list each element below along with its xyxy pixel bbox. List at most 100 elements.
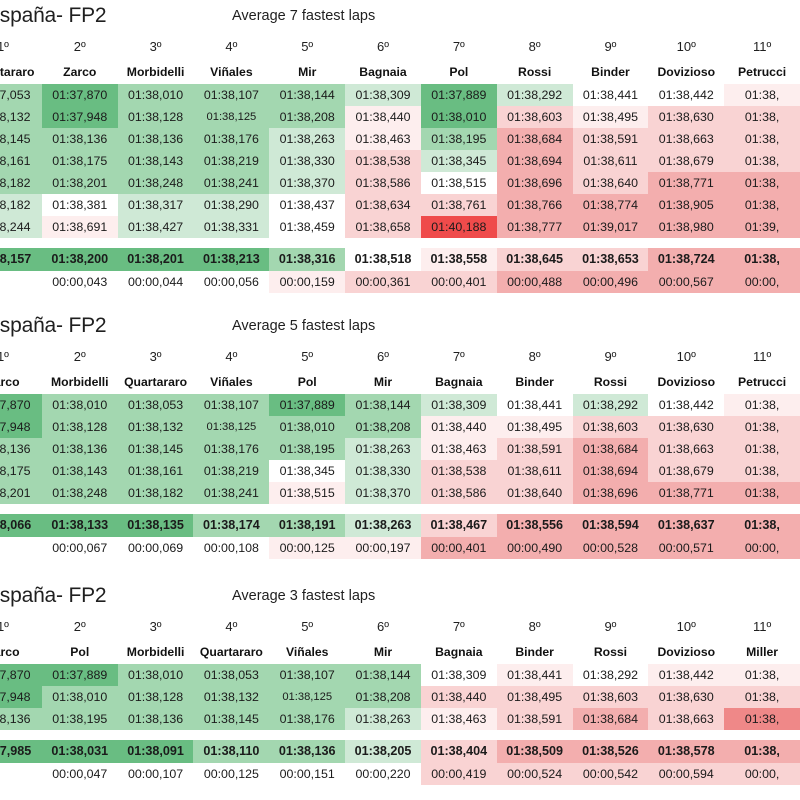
lap-time-cell[interactable]: 01:38,143 <box>41 460 118 482</box>
gap-cell[interactable]: 00:00,488 <box>496 271 573 293</box>
lap-time-cell[interactable]: 01:38,107 <box>193 394 270 416</box>
gap-cell[interactable]: 00:00,401 <box>420 537 497 559</box>
gap-cell[interactable]: 00:00,151 <box>269 763 346 785</box>
lap-time-cell[interactable]: 01:38,603 <box>572 686 649 708</box>
lap-time-cell[interactable]: 01:38,905 <box>648 194 725 216</box>
lap-time-cell[interactable]: 01:38,244 <box>0 216 42 238</box>
lap-time-cell[interactable]: 01:40,188 <box>420 216 497 238</box>
lap-time-cell[interactable]: 01:38,630 <box>648 106 725 128</box>
lap-time-cell[interactable]: 01:37,870 <box>41 84 118 106</box>
lap-time-cell[interactable]: 01:38,010 <box>269 416 346 438</box>
average-cell[interactable]: 01:38,467 <box>420 514 497 537</box>
lap-time-cell[interactable]: 01:38,176 <box>269 708 346 730</box>
lap-time-cell[interactable]: 01:38,136 <box>0 708 42 730</box>
lap-time-cell[interactable]: 01:38,980 <box>648 216 725 238</box>
lap-time-cell[interactable]: 01:38,591 <box>496 438 573 460</box>
lap-time-cell[interactable]: 01:38,219 <box>193 150 270 172</box>
average-cell[interactable]: 01:38,157 <box>0 248 42 271</box>
gap-cell[interactable]: 00:00,490 <box>496 537 573 559</box>
lap-time-cell[interactable]: 01:38, <box>724 150 800 172</box>
lap-time-cell[interactable]: 01:38,774 <box>572 194 649 216</box>
lap-time-cell[interactable]: 01:37,948 <box>41 106 118 128</box>
lap-time-cell[interactable]: 01:38,684 <box>496 128 573 150</box>
average-cell[interactable]: 01:38,201 <box>117 248 194 271</box>
lap-time-cell[interactable]: 01:38,136 <box>41 128 118 150</box>
lap-time-cell[interactable]: 01:38, <box>724 172 800 194</box>
gap-cell[interactable]: 00:00,043 <box>41 271 118 293</box>
lap-time-cell[interactable]: 01:37,870 <box>0 394 42 416</box>
lap-time-cell[interactable]: 01:38,658 <box>345 216 421 238</box>
lap-time-cell[interactable]: 01:38,161 <box>117 460 194 482</box>
lap-time-cell[interactable]: 01:38,663 <box>648 438 725 460</box>
average-cell[interactable]: 01:38,578 <box>648 740 725 763</box>
lap-time-cell[interactable]: 01:38,176 <box>193 128 270 150</box>
gap-cell[interactable]: 00:00,542 <box>572 763 649 785</box>
lap-time-cell[interactable]: 01:38,145 <box>0 128 42 150</box>
lap-time-cell[interactable]: 01:38,603 <box>572 416 649 438</box>
lap-time-cell[interactable]: 01:38,201 <box>41 172 118 194</box>
lap-time-cell[interactable]: 01:38,195 <box>420 128 497 150</box>
average-cell[interactable]: 01:38,213 <box>193 248 270 271</box>
lap-time-cell[interactable]: 01:38, <box>724 686 800 708</box>
lap-time-cell[interactable]: 01:38,440 <box>420 686 497 708</box>
average-cell[interactable]: 01:38,404 <box>420 740 497 763</box>
lap-time-cell[interactable]: 01:38,125 <box>193 106 270 128</box>
lap-time-cell[interactable]: 01:38,241 <box>193 172 270 194</box>
lap-time-cell[interactable]: 01:38, <box>724 416 800 438</box>
lap-time-cell[interactable]: 01:38,010 <box>117 84 194 106</box>
lap-time-cell[interactable]: 01:39, <box>724 216 800 238</box>
gap-cell[interactable]: 00:00,056 <box>193 271 270 293</box>
gap-cell[interactable]: 00:00,220 <box>345 763 421 785</box>
lap-time-cell[interactable]: 01:38,586 <box>420 482 497 504</box>
lap-time-cell[interactable]: 01:38,538 <box>345 150 421 172</box>
lap-time-cell[interactable]: 01:38,694 <box>572 460 649 482</box>
lap-time-cell[interactable]: 01:38,345 <box>420 150 497 172</box>
gap-cell[interactable]: 00:00,044 <box>117 271 194 293</box>
lap-time-cell[interactable]: 01:38,684 <box>572 438 649 460</box>
gap-cell[interactable]: 00:00,159 <box>269 271 346 293</box>
lap-time-cell[interactable]: 01:38,136 <box>0 438 42 460</box>
lap-time-cell[interactable]: 01:38,161 <box>0 150 42 172</box>
lap-time-cell[interactable]: 01:38,132 <box>0 106 42 128</box>
lap-time-cell[interactable]: 01:38,176 <box>193 438 270 460</box>
lap-time-cell[interactable]: 01:37,948 <box>0 686 42 708</box>
gap-cell[interactable] <box>0 271 42 293</box>
lap-time-cell[interactable]: 01:38,182 <box>0 194 42 216</box>
gap-cell[interactable]: 00:00,125 <box>269 537 346 559</box>
lap-time-cell[interactable]: 01:38,459 <box>269 216 346 238</box>
lap-time-cell[interactable]: 01:38,010 <box>41 394 118 416</box>
lap-time-cell[interactable]: 01:38,145 <box>117 438 194 460</box>
lap-time-cell[interactable]: 01:38,630 <box>648 686 725 708</box>
gap-cell[interactable]: 00:00,067 <box>41 537 118 559</box>
lap-time-cell[interactable]: 01:38,219 <box>193 460 270 482</box>
average-cell[interactable]: 01:37,985 <box>0 740 42 763</box>
average-cell[interactable]: 01:38,200 <box>41 248 118 271</box>
lap-time-cell[interactable]: 01:38,634 <box>345 194 421 216</box>
lap-time-cell[interactable]: 01:38,248 <box>41 482 118 504</box>
lap-time-cell[interactable]: 01:38,679 <box>648 150 725 172</box>
average-cell[interactable]: 01:38,556 <box>496 514 573 537</box>
gap-cell[interactable]: 00:00, <box>724 763 800 785</box>
average-cell[interactable]: 01:38,653 <box>572 248 649 271</box>
lap-time-cell[interactable]: 01:38,208 <box>269 106 346 128</box>
lap-time-cell[interactable]: 01:38,463 <box>345 128 421 150</box>
lap-time-cell[interactable]: 01:38,290 <box>193 194 270 216</box>
lap-time-cell[interactable]: 01:38,132 <box>117 416 194 438</box>
average-cell[interactable]: 01:38,509 <box>496 740 573 763</box>
lap-time-cell[interactable]: 01:38,440 <box>345 106 421 128</box>
lap-time-cell[interactable]: 01:38,182 <box>117 482 194 504</box>
lap-time-cell[interactable]: 01:38,143 <box>117 150 194 172</box>
lap-time-cell[interactable]: 01:37,870 <box>0 664 42 686</box>
lap-time-cell[interactable]: 01:38,010 <box>420 106 497 128</box>
lap-time-cell[interactable]: 01:38, <box>724 708 800 730</box>
lap-time-cell[interactable]: 01:38,144 <box>345 394 421 416</box>
lap-time-cell[interactable]: 01:38,175 <box>41 150 118 172</box>
gap-cell[interactable]: 00:00,197 <box>345 537 421 559</box>
lap-time-cell[interactable]: 01:38,182 <box>0 172 42 194</box>
gap-cell[interactable]: 00:00,528 <box>572 537 649 559</box>
lap-time-cell[interactable]: 01:38,611 <box>496 460 573 482</box>
lap-time-cell[interactable]: 01:37,889 <box>269 394 346 416</box>
lap-time-cell[interactable]: 01:38,679 <box>648 460 725 482</box>
gap-cell[interactable]: 00:00,419 <box>420 763 497 785</box>
lap-time-cell[interactable]: 01:38,495 <box>496 686 573 708</box>
